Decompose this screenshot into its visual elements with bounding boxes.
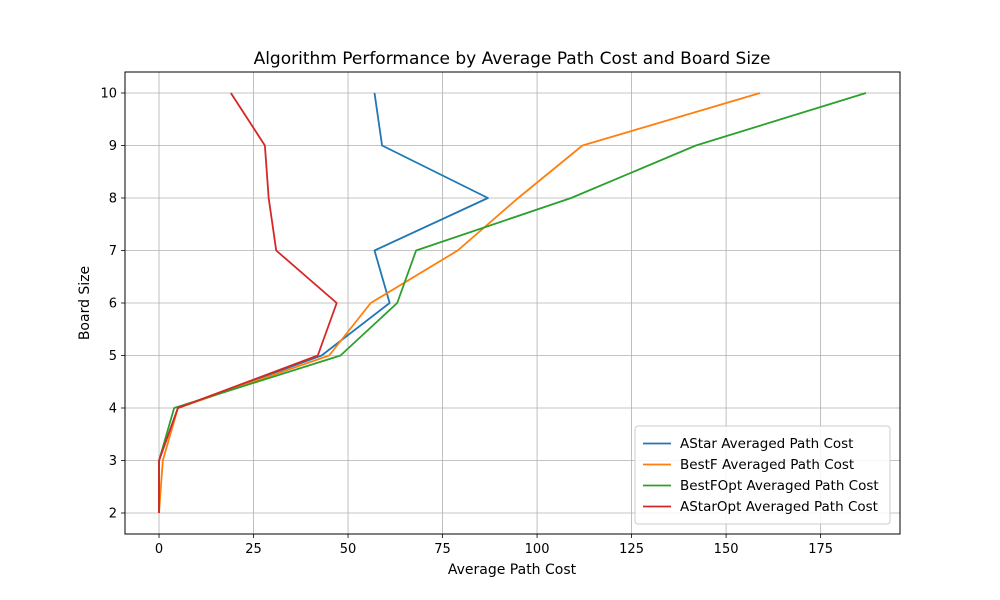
y-tick-label: 7 bbox=[109, 244, 117, 259]
legend-label: AStarOpt Averaged Path Cost bbox=[680, 499, 878, 515]
legend: AStar Averaged Path Cost BestF Averaged P… bbox=[634, 425, 891, 525]
legend-label: BestF Averaged Path Cost bbox=[680, 457, 854, 473]
series-line bbox=[158, 92, 761, 514]
series-line bbox=[158, 92, 867, 513]
x-tick-label: 150 bbox=[714, 542, 739, 557]
grid bbox=[125, 72, 900, 534]
y-tick-label: 2 bbox=[109, 507, 117, 522]
x-tick-label: 175 bbox=[808, 542, 833, 557]
x-axis-label: Average Path Cost bbox=[448, 562, 577, 578]
x-tick-label: 25 bbox=[245, 542, 262, 557]
x-tick-label: 100 bbox=[525, 542, 550, 557]
chart-title: Algorithm Performance by Average Path Co… bbox=[254, 49, 771, 69]
series-lines bbox=[158, 92, 867, 514]
y-tick-label: 9 bbox=[109, 139, 117, 154]
legend-label: BestFOpt Averaged Path Cost bbox=[680, 478, 879, 494]
y-tick-label: 8 bbox=[109, 192, 117, 207]
x-tick-label: 75 bbox=[434, 542, 451, 557]
x-tick-label: 50 bbox=[340, 542, 357, 557]
y-tick-label: 10 bbox=[100, 87, 117, 102]
x-tick-label: 0 bbox=[155, 542, 163, 557]
legend-box bbox=[634, 425, 891, 525]
x-tick-label: 125 bbox=[619, 542, 644, 557]
y-tick-label: 6 bbox=[109, 297, 117, 312]
y-axis-label: Board Size bbox=[77, 266, 93, 340]
series-line bbox=[158, 92, 338, 513]
y-tick-label: 3 bbox=[109, 454, 117, 469]
axis-ticks: 0 25 50 75 100 125 150 175 2 3 4 5 6 7 8 9 10 bbox=[100, 87, 833, 558]
y-tick-label: 5 bbox=[109, 349, 117, 364]
legend-label: AStar Averaged Path Cost bbox=[680, 436, 853, 452]
y-tick-label: 4 bbox=[109, 402, 117, 417]
